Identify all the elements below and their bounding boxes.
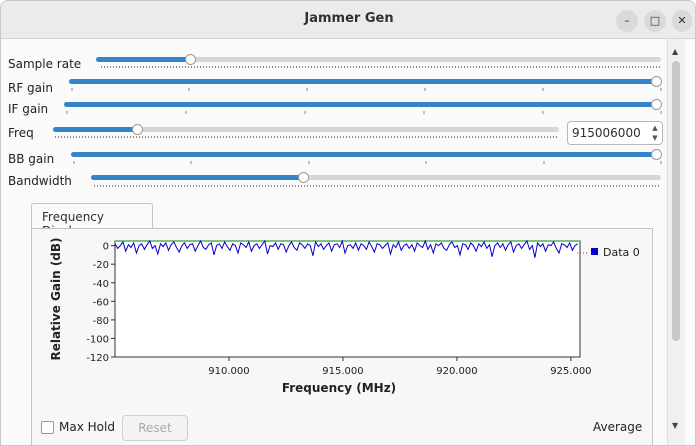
bandwidth-slider[interactable]: [91, 172, 661, 183]
slider-handle[interactable]: [132, 124, 144, 135]
bb-gain-label: BB gain: [8, 152, 55, 166]
spinbox-arrows[interactable]: ▲ ▼: [652, 124, 658, 142]
slider-fill: [71, 152, 656, 157]
scrollbar-thumb[interactable]: [672, 61, 680, 341]
freq-ticks: [55, 136, 559, 138]
bb-gain-slider[interactable]: [71, 149, 662, 160]
maximize-button[interactable]: □: [644, 10, 666, 32]
slider-fill: [53, 127, 138, 132]
vertical-scrollbar[interactable]: ▲ ▼: [667, 39, 685, 445]
y-tick-label: -40: [93, 279, 109, 290]
slider-handle[interactable]: [651, 99, 662, 110]
series-data-0: [114, 239, 578, 258]
slider-handle[interactable]: [651, 76, 662, 87]
title-bar[interactable]: Jammer Gen – □ ✕: [1, 1, 695, 39]
scroll-up-icon[interactable]: ▲: [672, 47, 679, 56]
if-gain-label: IF gain: [8, 102, 49, 116]
y-axis-label: Relative Gain (dB): [49, 237, 63, 360]
slider-fill: [96, 57, 190, 62]
window-title: Jammer Gen: [304, 11, 394, 26]
max-hold-checkbox[interactable]: [41, 421, 54, 434]
slider-fill: [69, 79, 656, 84]
plot-canvas: [114, 240, 581, 358]
x-tick-label: 910.000: [208, 366, 249, 377]
y-tick-label: -20: [93, 260, 109, 271]
rf-gain-slider[interactable]: [69, 76, 662, 87]
slider-handle[interactable]: [298, 172, 310, 183]
legend-swatch: [591, 248, 598, 255]
x-tick-label: 920.000: [436, 366, 477, 377]
freq-spinbox[interactable]: 915006000 ▲ ▼: [567, 121, 663, 145]
x-axis-label: Frequency (MHz): [282, 381, 396, 395]
average-label: Average: [593, 420, 643, 434]
if-gain-slider[interactable]: [64, 99, 662, 110]
legend-entry: Data 0: [603, 246, 640, 259]
max-hold-label: Max Hold: [59, 420, 115, 434]
y-tick-label: -120: [86, 353, 109, 364]
rf-gain-ticks: [71, 88, 662, 91]
frequency-plot[interactable]: 0 -20 -40 -60 -80 -100 -120 910.000 915.000 920.…: [32, 229, 652, 404]
minimize-button[interactable]: –: [616, 10, 638, 32]
bb-gain-ticks: [73, 161, 662, 164]
tab-frequency-display[interactable]: Frequency Display: [31, 203, 153, 238]
sample-rate-label: Sample rate: [8, 57, 82, 71]
x-tick-label: 915.000: [322, 366, 363, 377]
x-tick-label: 925.000: [550, 366, 591, 377]
y-tick-label: -60: [93, 297, 109, 308]
sample-rate-slider[interactable]: [96, 54, 661, 65]
y-tick-label: -100: [86, 334, 109, 345]
bandwidth-ticks: [94, 185, 661, 187]
reset-button[interactable]: Reset: [122, 415, 188, 441]
slider-handle[interactable]: [651, 149, 662, 160]
freq-label: Freq: [8, 126, 34, 140]
y-tick-label: 0: [103, 242, 109, 253]
slider-fill: [91, 175, 304, 180]
freq-slider[interactable]: [53, 124, 559, 135]
scroll-down-icon[interactable]: ▼: [672, 421, 679, 430]
y-tick-label: -80: [93, 316, 109, 327]
if-gain-ticks: [66, 111, 662, 114]
sample-rate-ticks: [101, 66, 661, 68]
close-button[interactable]: ✕: [672, 10, 692, 32]
main-content: Sample rate RF gain IF gain: [1, 39, 695, 445]
bandwidth-label: Bandwidth: [8, 174, 72, 188]
freq-spinbox-value[interactable]: 915006000: [572, 126, 641, 140]
slider-handle[interactable]: [184, 54, 196, 65]
slider-fill: [64, 102, 656, 107]
frequency-display-panel: 0 -20 -40 -60 -80 -100 -120 910.000 915.000 920.…: [31, 228, 653, 445]
rf-gain-label: RF gain: [8, 81, 53, 95]
